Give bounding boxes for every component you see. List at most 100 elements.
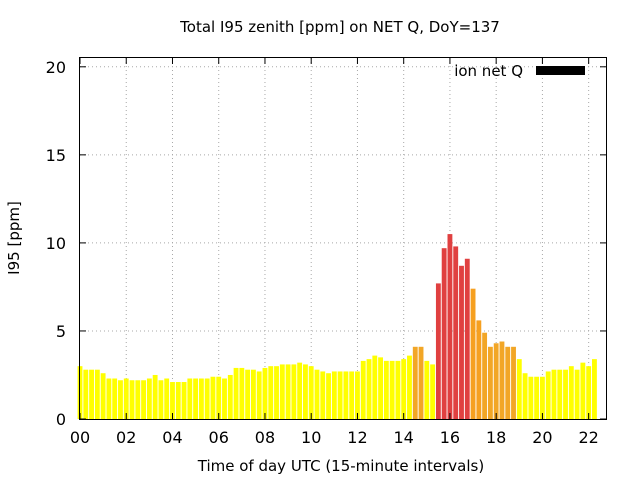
bar — [94, 369, 100, 419]
bar — [366, 359, 372, 419]
bar — [308, 366, 314, 419]
bar — [100, 373, 106, 419]
bar — [505, 346, 511, 419]
legend: ion net Q — [454, 62, 585, 80]
bar — [83, 369, 89, 419]
x-tick-label: 10 — [301, 428, 321, 447]
bar — [245, 369, 251, 419]
x-tick-label: 14 — [394, 428, 414, 447]
bar — [129, 380, 135, 419]
bar — [592, 359, 597, 419]
bar — [250, 369, 256, 419]
bar — [563, 369, 568, 419]
x-tick-label: 18 — [486, 428, 506, 447]
bar — [493, 343, 499, 419]
bar — [204, 378, 210, 419]
bar — [343, 371, 349, 419]
legend-label: ion net Q — [454, 62, 523, 80]
bar — [418, 346, 424, 419]
bar — [141, 380, 147, 419]
bar — [146, 378, 152, 419]
x-axis-label: Time of day UTC (15-minute intervals) — [197, 457, 484, 475]
bar — [395, 360, 401, 419]
bar — [349, 371, 355, 419]
bar — [331, 371, 337, 419]
bar — [326, 373, 331, 419]
bar — [476, 320, 482, 419]
bar — [453, 246, 459, 419]
bar — [511, 346, 516, 419]
bar — [222, 378, 227, 419]
x-tick-label: 16 — [440, 428, 460, 447]
bar — [459, 265, 464, 419]
bar — [158, 380, 164, 419]
bar — [464, 258, 470, 419]
y-axis-label: I95 [ppm] — [5, 201, 23, 275]
bar — [314, 369, 320, 419]
bar — [320, 371, 326, 419]
x-tick-label: 08 — [255, 428, 275, 447]
bar — [193, 378, 199, 419]
bar — [383, 360, 389, 419]
bar — [164, 378, 170, 419]
bar — [118, 380, 123, 419]
bar — [516, 359, 522, 419]
bar — [499, 341, 505, 419]
bar — [372, 355, 378, 419]
bar — [135, 380, 141, 419]
bar — [586, 366, 592, 419]
bar — [175, 382, 181, 419]
bar — [487, 346, 493, 419]
bar — [216, 376, 222, 419]
y-tick-label: 15 — [46, 146, 66, 165]
bar — [303, 364, 308, 419]
y-tick-label: 10 — [46, 234, 66, 253]
bar — [152, 374, 158, 419]
bar — [470, 288, 476, 419]
tick-labels: 00 02 04 06 08 10 12 14 16 18 20 22 0 5 10 15 20 — [46, 58, 599, 447]
x-tick-label: 20 — [532, 428, 552, 447]
bar — [574, 369, 580, 419]
bar — [170, 382, 175, 419]
bar — [412, 346, 418, 419]
ticks — [79, 58, 606, 420]
x-tick-label: 12 — [347, 428, 367, 447]
x-tick-label: 22 — [578, 428, 598, 447]
bar — [580, 362, 586, 419]
bar — [112, 378, 118, 419]
bar — [239, 367, 245, 419]
bar — [557, 369, 563, 419]
x-tick-label: 06 — [209, 428, 229, 447]
bars — [77, 234, 597, 419]
bar — [274, 366, 279, 419]
bar — [522, 373, 528, 419]
bar — [435, 283, 441, 419]
bar — [551, 369, 557, 419]
bar — [297, 362, 303, 419]
bar — [389, 360, 395, 419]
y-tick-label: 20 — [46, 58, 66, 77]
bar — [528, 376, 534, 419]
bar — [447, 234, 453, 419]
bar — [568, 366, 574, 419]
bar — [227, 374, 233, 419]
x-tick-label: 04 — [162, 428, 182, 447]
y-tick-label: 0 — [56, 410, 66, 429]
bar — [181, 382, 187, 419]
bar — [534, 376, 540, 419]
bar — [360, 360, 366, 419]
legend-swatch — [536, 66, 585, 75]
bar — [187, 378, 193, 419]
plot-frame — [79, 57, 607, 420]
bar — [424, 360, 430, 419]
bar — [539, 376, 545, 419]
chart-title: Total I95 zenith [ppm] on NET Q, DoY=137 — [179, 18, 500, 36]
bar — [268, 366, 274, 419]
bar — [198, 378, 204, 419]
bar — [285, 364, 291, 419]
bar — [430, 364, 436, 419]
bar — [210, 376, 216, 419]
bar — [123, 378, 129, 419]
bar — [337, 371, 343, 419]
